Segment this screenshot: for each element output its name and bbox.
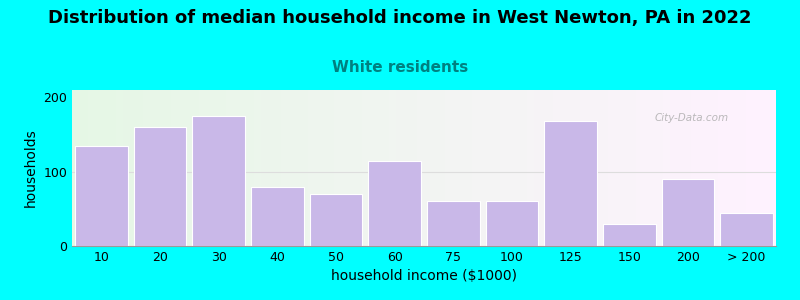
Bar	[427, 201, 480, 246]
Bar	[75, 146, 128, 246]
Bar	[368, 160, 421, 246]
Bar	[544, 121, 597, 246]
Bar	[720, 213, 773, 246]
Bar	[251, 187, 304, 246]
Bar	[310, 194, 362, 246]
Bar	[603, 224, 656, 246]
X-axis label: household income ($1000): household income ($1000)	[331, 269, 517, 284]
Text: White residents: White residents	[332, 60, 468, 75]
Bar	[486, 201, 538, 246]
Bar	[134, 127, 186, 246]
Bar	[662, 179, 714, 246]
Text: Distribution of median household income in West Newton, PA in 2022: Distribution of median household income …	[48, 9, 752, 27]
Text: City-Data.com: City-Data.com	[654, 113, 729, 123]
Y-axis label: households: households	[24, 129, 38, 207]
Bar	[192, 116, 245, 246]
